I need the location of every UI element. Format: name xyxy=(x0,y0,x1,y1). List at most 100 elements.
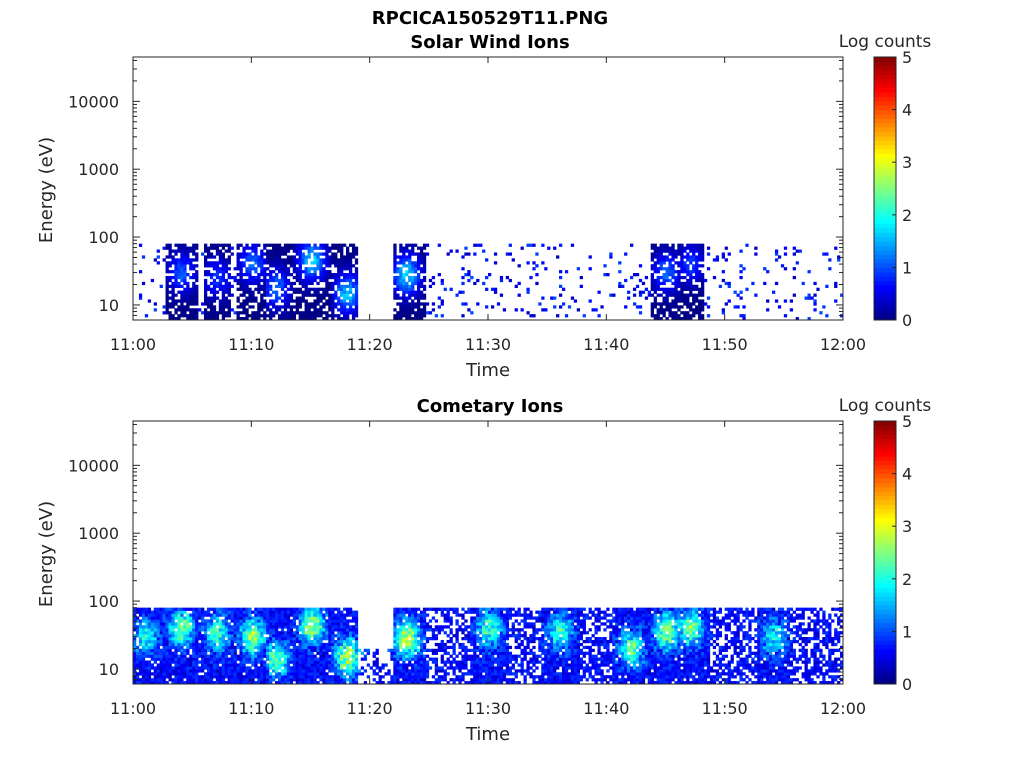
spectrogram-cell xyxy=(304,261,308,265)
spectrogram-cell xyxy=(405,299,409,303)
spectrogram-cell xyxy=(346,252,350,256)
spectrogram-cell xyxy=(301,625,305,629)
spectrogram-cell xyxy=(414,634,418,638)
spectrogram-cell xyxy=(319,273,323,277)
spectrogram-cell xyxy=(319,631,323,635)
spectrogram-cell xyxy=(408,619,412,623)
spectrogram-cell xyxy=(295,637,299,641)
spectrogram-cell xyxy=(183,314,187,318)
spectrogram-cell xyxy=(156,613,160,617)
spectrogram-cell xyxy=(428,607,433,611)
spectrogram-cell xyxy=(662,290,666,294)
spectrogram-cell xyxy=(485,631,489,635)
spectrogram-cell xyxy=(254,249,258,253)
spectrogram-cell xyxy=(387,672,391,676)
spectrogram-cell xyxy=(440,654,444,658)
spectrogram-cell xyxy=(813,308,817,312)
spectrogram-cell xyxy=(322,290,326,294)
spectrogram-cell xyxy=(280,287,285,291)
spectrogram-cell xyxy=(464,654,468,658)
spectrogram-cell xyxy=(218,281,223,286)
spectrogram-cell xyxy=(215,311,220,315)
spectrogram-cell xyxy=(322,619,326,623)
spectrogram-cell xyxy=(218,267,223,271)
spectrogram-cell xyxy=(408,264,412,268)
spectrogram-cell xyxy=(156,678,160,682)
spectrogram-cell xyxy=(310,628,314,632)
spectrogram-cell xyxy=(511,258,515,262)
spectrogram-cell xyxy=(473,628,477,632)
spectrogram-cell xyxy=(236,264,240,268)
spectrogram-cell xyxy=(198,678,202,682)
spectrogram-cell xyxy=(485,625,489,629)
spectrogram-cell xyxy=(399,284,403,288)
spectrogram-cell xyxy=(455,631,459,635)
spectrogram-cell xyxy=(325,246,329,250)
spectrogram-cell xyxy=(189,660,193,664)
spectrogram-cell xyxy=(393,278,397,283)
spectrogram-cell xyxy=(192,314,196,318)
spectrogram-cell xyxy=(402,613,406,617)
spectrogram-cell xyxy=(209,264,214,268)
spectrogram-cell xyxy=(221,273,226,277)
spectrogram-cell xyxy=(174,625,178,629)
spectrogram-cell xyxy=(254,681,258,685)
spectrogram-cell xyxy=(289,284,294,288)
spectrogram-cell xyxy=(665,270,669,274)
spectrogram-cell xyxy=(186,663,190,667)
spectrogram-cell xyxy=(141,678,146,682)
spectrogram-cell xyxy=(295,666,299,670)
spectrogram-cell xyxy=(727,281,731,286)
spectrogram-cell xyxy=(221,311,226,315)
spectrogram-cell xyxy=(425,243,430,247)
spectrogram-cell xyxy=(251,243,255,247)
spectrogram-cell xyxy=(414,675,418,679)
spectrogram-cell xyxy=(337,628,341,632)
spectrogram-cell xyxy=(378,675,382,679)
spectrogram-cell xyxy=(337,622,341,626)
spectrogram-cell xyxy=(307,311,311,315)
spectrogram-cell xyxy=(701,249,705,253)
spectrogram-cell xyxy=(422,261,427,265)
spectrogram-cell xyxy=(277,284,282,288)
spectrogram-cell xyxy=(183,610,187,614)
spectrogram-cell xyxy=(414,669,418,673)
spectrogram-cell xyxy=(283,296,288,300)
spectrogram-cell xyxy=(248,669,252,673)
spectrogram-cell xyxy=(189,628,193,632)
spectrogram-cell xyxy=(292,625,297,629)
spectrogram-cell xyxy=(283,246,288,250)
spectrogram-cell xyxy=(204,651,208,655)
spectrogram-cell xyxy=(245,666,249,670)
spectrogram-cell xyxy=(328,678,332,682)
spectrogram-cell xyxy=(514,619,518,623)
y-tick-label: 1000 xyxy=(78,160,119,179)
spectrogram-cell xyxy=(215,663,220,667)
spectrogram-cell xyxy=(245,678,249,682)
spectrogram-cell xyxy=(141,669,146,673)
spectrogram-cell xyxy=(209,305,214,309)
spectrogram-cell xyxy=(301,299,305,303)
spectrogram-cell xyxy=(221,275,226,280)
spectrogram-cell xyxy=(156,669,160,673)
spectrogram-cell xyxy=(496,654,501,658)
spectrogram-cell xyxy=(419,278,424,283)
spectrogram-cell xyxy=(319,314,323,318)
spectrogram-cell xyxy=(455,610,459,614)
spectrogram-cell xyxy=(763,281,767,286)
spectrogram-cell xyxy=(180,651,184,655)
spectrogram-cell xyxy=(452,607,456,611)
spectrogram-cell xyxy=(328,293,332,297)
spectrogram-cell xyxy=(354,270,359,274)
spectrogram-cell xyxy=(180,305,184,309)
spectrogram-cell xyxy=(177,317,181,321)
colorbar-segment xyxy=(874,210,896,216)
spectrogram-cell xyxy=(254,622,258,626)
colorbar-segment xyxy=(874,263,896,268)
spectrogram-cell xyxy=(692,243,696,247)
spectrogram-cell xyxy=(419,628,424,632)
spectrogram-cell xyxy=(677,246,681,250)
spectrogram-cell xyxy=(396,669,400,673)
spectrogram-cell xyxy=(266,654,270,658)
spectrogram-cell xyxy=(485,607,489,611)
